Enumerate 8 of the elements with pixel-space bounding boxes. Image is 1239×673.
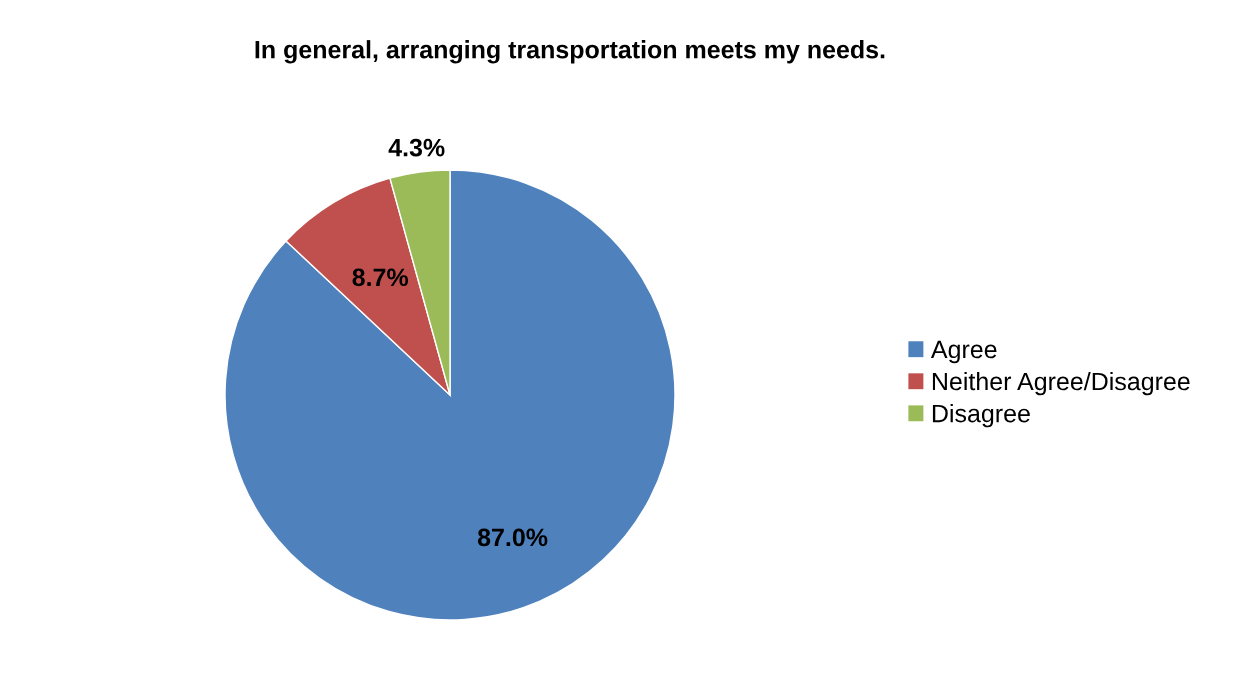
data-label: 87.0% bbox=[477, 528, 548, 547]
legend-label: Neither Agree/Disagree bbox=[932, 371, 1190, 396]
legend-label: Disagree bbox=[932, 404, 1030, 428]
data-label: 4.3% bbox=[388, 138, 445, 157]
chart-title: In general, arranging transportation meets my needs. bbox=[255, 40, 885, 64]
data-label: 8.7% bbox=[352, 268, 409, 287]
legend-label: Agree bbox=[930, 340, 997, 364]
pie-slice bbox=[224, 169, 676, 621]
